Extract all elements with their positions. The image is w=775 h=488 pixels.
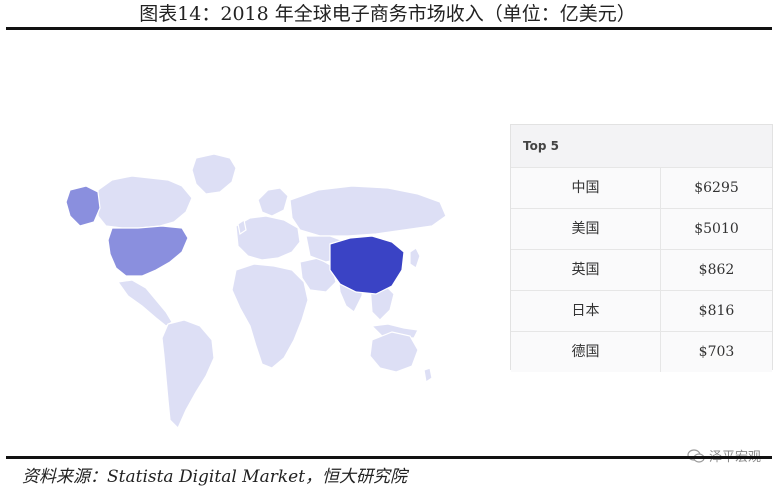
region-japan bbox=[409, 247, 421, 269]
top-divider bbox=[6, 27, 772, 30]
source-note: 资料来源：Statista Digital Market，恒大研究院 bbox=[22, 467, 408, 487]
region-russia bbox=[289, 185, 447, 237]
region-south-america bbox=[161, 319, 215, 430]
region-europe bbox=[235, 215, 301, 261]
region-usa bbox=[107, 225, 189, 277]
region-uk bbox=[237, 219, 247, 235]
country-name: 美国 bbox=[511, 209, 661, 249]
region-greenland bbox=[191, 153, 237, 195]
country-name: 英国 bbox=[511, 250, 661, 290]
revenue-value: $703 bbox=[698, 344, 735, 360]
region-mexico bbox=[116, 279, 173, 327]
region-africa bbox=[231, 263, 309, 369]
country-name: 德国 bbox=[511, 332, 661, 372]
region-scandinavia bbox=[257, 187, 289, 217]
country-name: 日本 bbox=[511, 291, 661, 331]
top5-table: Top 5 中国 $6295 美国 $5010 英国 $862 日本 $816 … bbox=[510, 124, 773, 372]
region-alaska bbox=[65, 185, 101, 227]
revenue-value: $862 bbox=[698, 262, 735, 278]
region-australia bbox=[369, 331, 419, 373]
country-name: 中国 bbox=[511, 168, 661, 208]
table-row: 美国 $5010 bbox=[511, 209, 772, 250]
region-new-zealand bbox=[423, 367, 433, 384]
table-row: 德国 $703 bbox=[511, 332, 772, 372]
world-map bbox=[0, 30, 500, 450]
bottom-divider bbox=[6, 456, 772, 459]
region-canada bbox=[97, 175, 193, 229]
page-title: 图表14：2018 年全球电子商务市场收入（单位：亿美元） bbox=[139, 3, 636, 25]
region-china bbox=[329, 235, 405, 295]
revenue-value: $6295 bbox=[694, 180, 739, 196]
table-row: 日本 $816 bbox=[511, 291, 772, 332]
revenue-value: $816 bbox=[698, 303, 735, 319]
revenue-value: $5010 bbox=[694, 221, 739, 237]
table-row: 英国 $862 bbox=[511, 250, 772, 291]
top5-header: Top 5 bbox=[511, 125, 772, 168]
table-row: 中国 $6295 bbox=[511, 168, 772, 209]
